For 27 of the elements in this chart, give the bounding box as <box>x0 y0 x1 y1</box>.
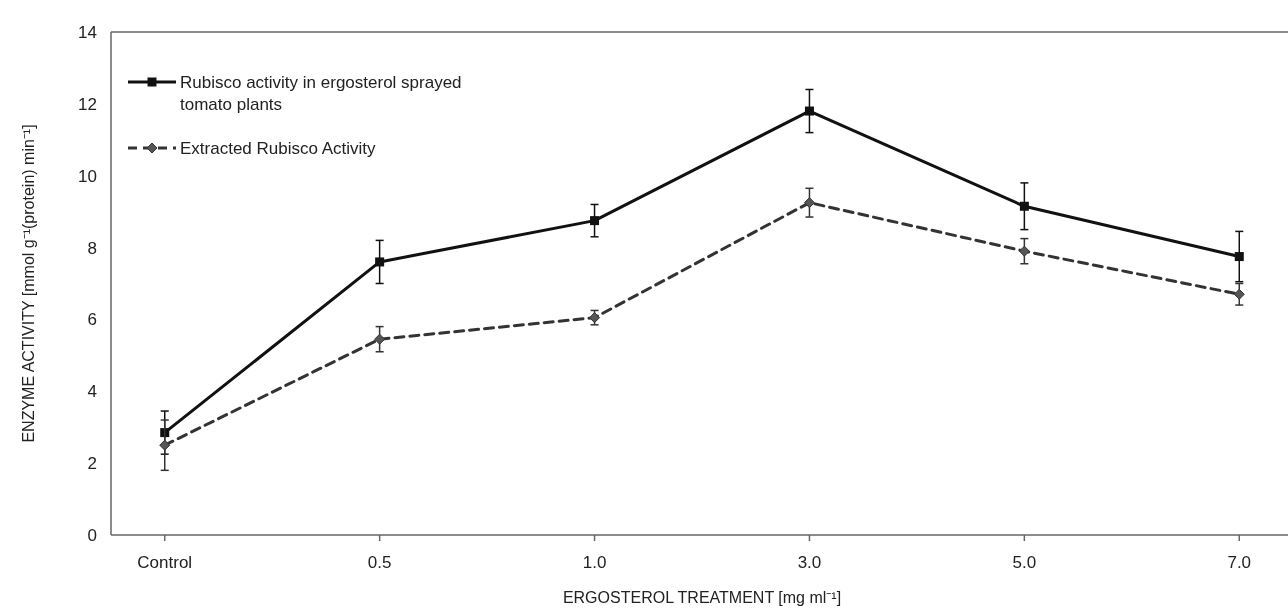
y-tick-label: 6 <box>87 310 97 330</box>
point <box>375 257 385 267</box>
point <box>1234 252 1244 262</box>
y-tick-label: 8 <box>87 238 97 258</box>
point <box>1233 288 1245 300</box>
y-tick-label: 12 <box>78 94 97 114</box>
point <box>159 439 171 451</box>
point <box>804 106 814 116</box>
y-tick-label: 4 <box>87 382 97 402</box>
y-axis-title: ENZYME ACTIVITY [mmol g⁻¹(protein) min⁻¹] <box>20 124 37 443</box>
x-tick-label: 3.0 <box>797 553 822 572</box>
x-tick-label: Control <box>137 553 193 572</box>
x-tick-label: 5.0 <box>1012 553 1037 572</box>
legend-label: Extracted Rubisco Activity <box>180 138 377 158</box>
x-axis-title: ERGOSTEROL TREATMENT [mg ml⁻¹] <box>562 589 842 606</box>
point <box>1019 201 1029 211</box>
y-tick-label: 2 <box>87 454 97 474</box>
point <box>1018 245 1030 257</box>
x-tick-label: 7.0 <box>1227 553 1252 572</box>
x-tick-label: 0.5 <box>367 553 392 572</box>
y-tick-label: 10 <box>78 166 97 186</box>
x-tick-label: 1.0 <box>582 553 607 572</box>
y-tick-label: 14 <box>78 22 97 42</box>
point <box>590 216 600 226</box>
point <box>803 197 815 209</box>
y-tick-label: 0 <box>87 525 97 545</box>
legend-label: Rubisco activity in ergosterol sprayed tomato plants <box>180 72 462 114</box>
